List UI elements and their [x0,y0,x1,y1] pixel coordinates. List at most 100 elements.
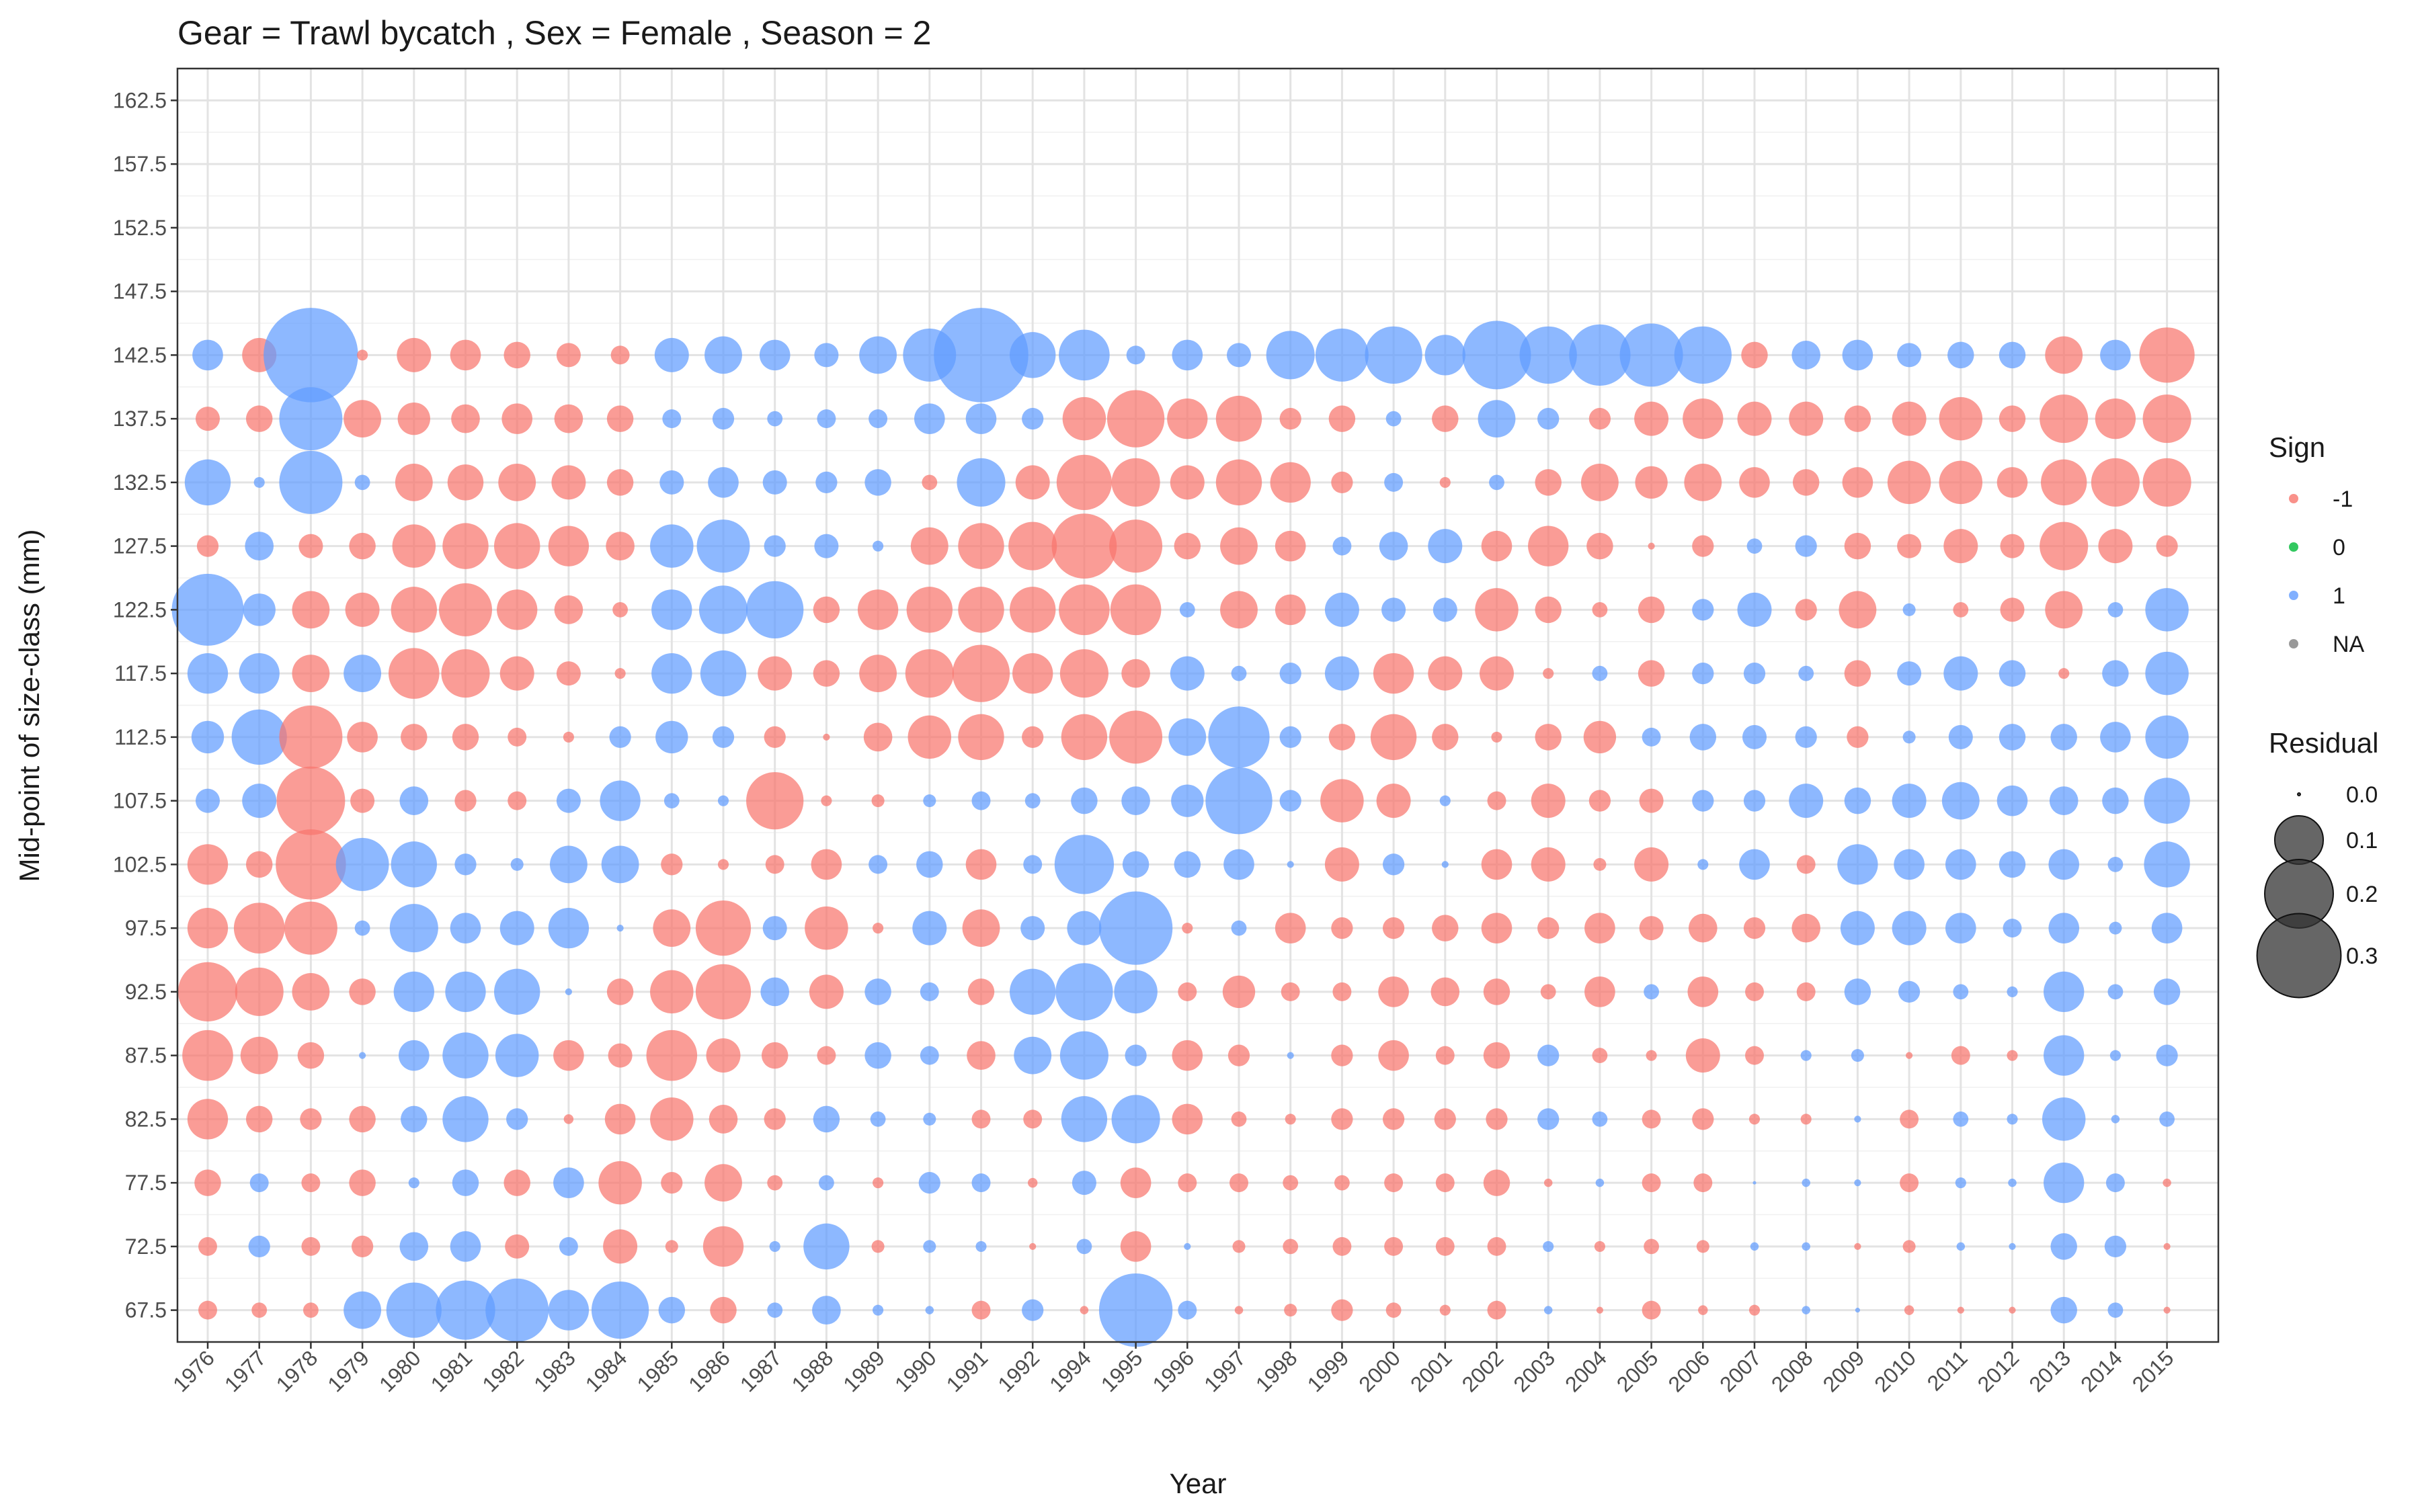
residual-bubble [746,581,804,639]
residual-bubble [813,660,840,687]
residual-bubble [1385,1302,1402,1318]
residual-bubble [1051,513,1117,579]
residual-bubble [967,1041,996,1070]
residual-bubble [510,857,524,871]
residual-bubble [1900,1173,1919,1193]
residual-bubble [817,1046,836,1065]
residual-bubble [401,724,428,751]
residual-bubble [2003,919,2022,938]
residual-bubble [1481,913,1513,943]
residual-bubble [965,849,997,880]
residual-bubble [958,587,1004,633]
residual-bubble [191,720,225,754]
residual-bubble [1320,779,1364,823]
residual-bubble [706,1038,741,1073]
residual-bubble [351,1235,374,1257]
residual-bubble [565,988,572,995]
residual-bubble [1384,472,1404,492]
residual-bubble [1644,1238,1660,1255]
residual-bubble [864,978,891,1005]
residual-bubble [1432,405,1459,432]
residual-bubble [1027,1177,1038,1188]
bubbles [171,308,2195,1347]
residual-bubble [1951,1046,1970,1065]
residual-bubble [548,907,590,949]
residual-bubble [498,463,536,501]
residual-bubble [233,902,285,954]
residual-bubble [1844,787,1871,814]
residual-bubble [442,523,489,569]
residual-bubble [276,829,346,900]
residual-bubble [1283,1175,1299,1191]
residual-bubble [910,527,949,565]
residual-bubble [651,589,692,630]
residual-bubble [1897,661,1922,686]
residual-bubble [1125,1044,1147,1066]
residual-bubble [1435,1236,1455,1256]
residual-bubble [1743,917,1766,939]
residual-bubble [2044,1162,2085,1204]
residual-bubble [817,409,836,429]
residual-bubble [1014,1036,1052,1075]
residual-bubble [2049,786,2079,815]
residual-bubble [1015,465,1050,500]
residual-bubble [1008,521,1057,571]
residual-bubble [1584,913,1615,943]
legend-sign-title: Sign [2269,431,2325,463]
residual-bubble [1114,970,1158,1014]
residual-bubble [1941,782,1980,820]
residual-bubble [1955,1177,1966,1189]
y-tick-label: 107.5 [113,789,167,813]
residual-bubble [1332,982,1352,1001]
y-tick-label: 72.5 [125,1234,167,1259]
residual-bubble [349,532,376,560]
residual-bubble [1486,1108,1508,1130]
residual-bubble [767,1302,783,1318]
residual-bubble [598,1161,642,1205]
residual-bubble [601,845,639,884]
residual-bubble [1748,1114,1761,1125]
residual-bubble [1642,1173,1661,1193]
residual-bubble [2100,339,2131,371]
residual-bubble [1172,339,1203,371]
residual-bubble [436,1280,495,1340]
residual-bubble [1475,588,1519,632]
residual-bubble [506,1108,528,1130]
residual-bubble [451,404,480,433]
y-tick-label: 132.5 [113,470,167,495]
residual-bubble [497,589,538,630]
residual-bubble [2107,601,2124,618]
residual-bubble [1434,1108,1456,1130]
residual-bubble [2156,535,2178,557]
residual-bubble [1378,1040,1409,1071]
residual-bubble [391,841,437,888]
legend-sign-label: -1 [2333,487,2353,512]
residual-bubble [1373,653,1414,694]
residual-bubble [918,1172,940,1194]
residual-bubble [301,1173,321,1193]
residual-bubble [279,450,343,514]
residual-bubble [864,1042,891,1069]
residual-bubble [1791,341,1821,370]
residual-bubble [1178,1173,1197,1193]
residual-bubble [922,474,938,491]
residual-bubble [386,1282,442,1338]
residual-bubble [821,795,832,806]
residual-bubble [1537,408,1560,430]
residual-bubble [1897,343,1922,368]
y-tick-label: 157.5 [113,152,167,176]
residual-bubble [397,402,430,435]
residual-bubble [658,1296,686,1324]
residual-bubble [869,855,888,874]
residual-bubble [712,726,735,748]
residual-bubble [717,859,729,870]
plot-border [176,67,2220,1343]
residual-bubble [1331,1044,1353,1066]
residual-bubble [235,967,284,1016]
residual-bubble [344,655,382,693]
residual-bubble [1537,1044,1560,1066]
residual-bubble [187,844,229,885]
residual-bubble [344,1291,382,1329]
residual-bubble [1172,1040,1203,1071]
